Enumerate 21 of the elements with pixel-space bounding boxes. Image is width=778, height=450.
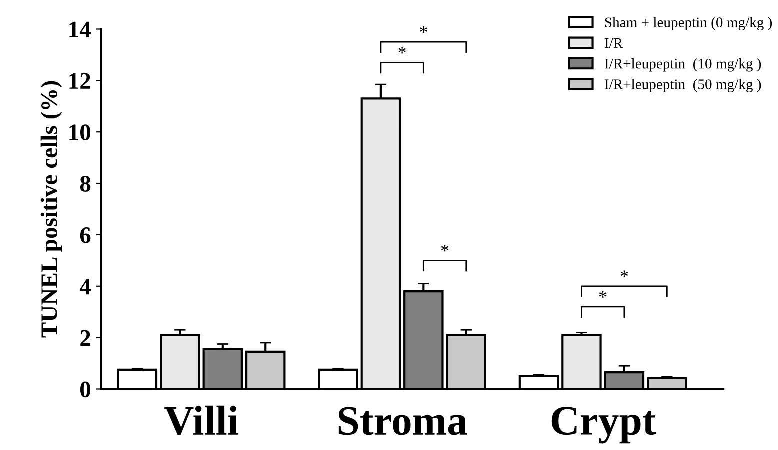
annotation: * [620, 270, 628, 278]
x-tick-label: Villi [164, 406, 238, 436]
annotation: * [599, 291, 607, 298]
x-tick-label: Stroma [338, 407, 468, 436]
x-tick-label: Crypt [552, 407, 656, 444]
y-tick-label: 2 [80, 330, 90, 346]
annotation: * [441, 245, 449, 252]
y-axis-title: TUNEL positive cells (%) [40, 81, 62, 338]
y-tick-label: 4 [80, 279, 91, 295]
annotation: * [420, 26, 428, 34]
y-tick-label: 6 [80, 228, 91, 244]
y-tick-label: 0 [80, 382, 91, 398]
annotation: * [398, 47, 406, 54]
legend-label: I/R+leupeptin (50 mg/kg ) [604, 79, 762, 92]
y-tick-label: 14 [70, 22, 91, 38]
y-tick-label: 10 [70, 124, 91, 141]
legend-label: I/R+leupeptin (10 mg/kg ) [604, 58, 762, 72]
legend-label: I/R [604, 38, 624, 48]
legend-label: Sham + leupeptin (0 mg/kg ) [605, 17, 772, 31]
y-tick-label: 8 [80, 176, 91, 192]
y-tick-label: 12 [70, 73, 90, 89]
